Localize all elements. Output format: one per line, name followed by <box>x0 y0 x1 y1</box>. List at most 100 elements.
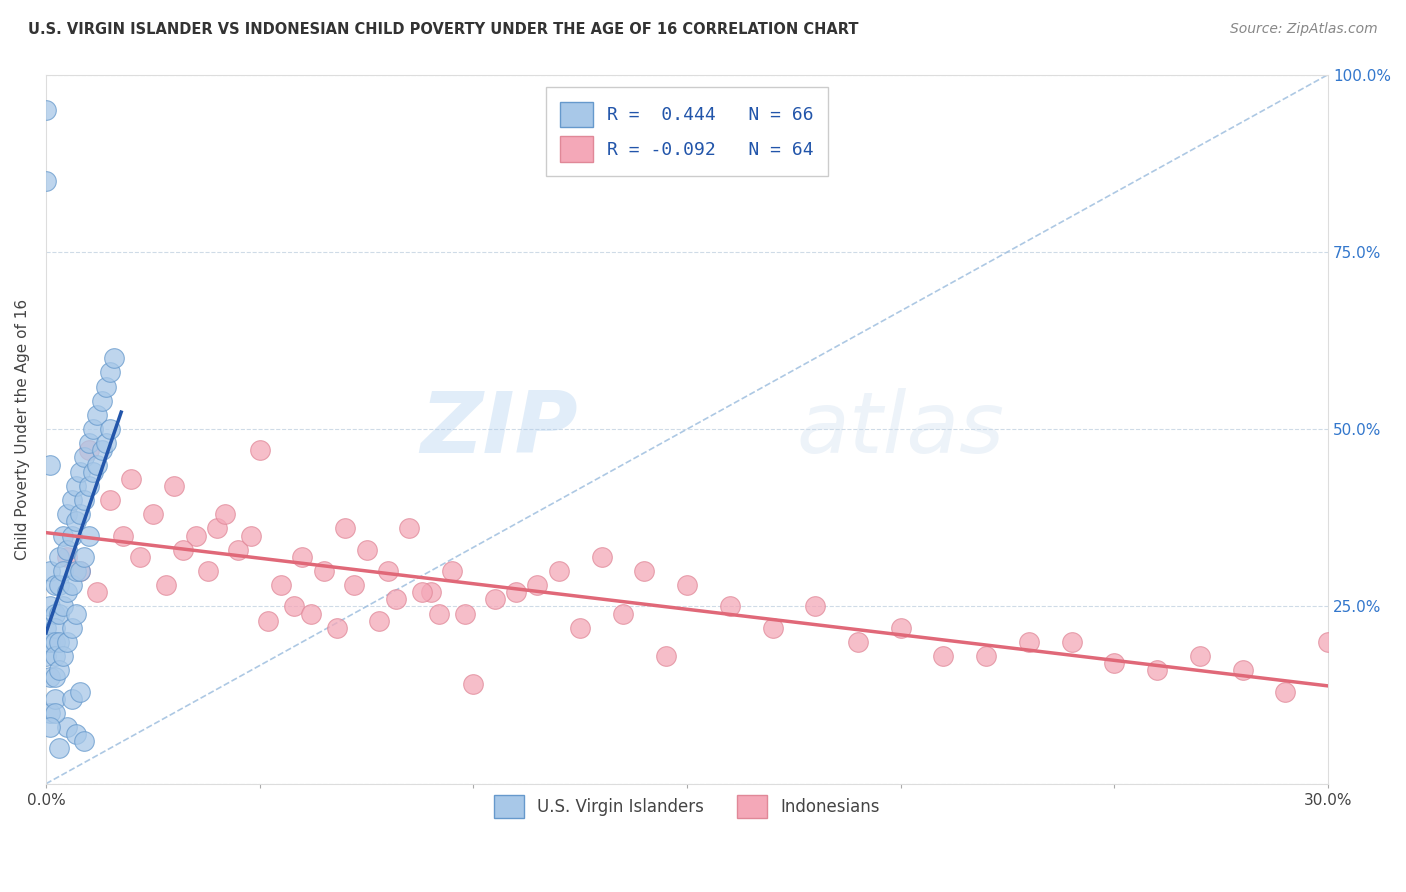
Point <box>612 607 634 621</box>
Point <box>90 443 112 458</box>
Point <box>325 621 347 635</box>
Point <box>427 607 450 621</box>
Point <box>69 684 91 698</box>
Point <box>804 599 827 614</box>
Point <box>111 528 134 542</box>
Point <box>52 564 75 578</box>
Point <box>44 649 66 664</box>
Point <box>385 592 408 607</box>
Point <box>35 621 58 635</box>
Point <box>1274 684 1296 698</box>
Point <box>419 585 441 599</box>
Point <box>39 670 62 684</box>
Point <box>73 734 96 748</box>
Point <box>103 351 125 366</box>
Point <box>526 578 548 592</box>
Text: U.S. VIRGIN ISLANDER VS INDONESIAN CHILD POVERTY UNDER THE AGE OF 16 CORRELATION: U.S. VIRGIN ISLANDER VS INDONESIAN CHILD… <box>28 22 859 37</box>
Point <box>56 542 79 557</box>
Point <box>172 542 194 557</box>
Point <box>69 564 91 578</box>
Point <box>39 720 62 734</box>
Point <box>356 542 378 557</box>
Point <box>35 174 58 188</box>
Point <box>44 670 66 684</box>
Point <box>82 465 104 479</box>
Point <box>1060 635 1083 649</box>
Point <box>226 542 249 557</box>
Point <box>1104 656 1126 670</box>
Point <box>48 549 70 564</box>
Point <box>547 564 569 578</box>
Point <box>39 564 62 578</box>
Point <box>73 493 96 508</box>
Point <box>163 479 186 493</box>
Point <box>312 564 335 578</box>
Point <box>56 635 79 649</box>
Point <box>60 578 83 592</box>
Point <box>44 578 66 592</box>
Point <box>184 528 207 542</box>
Point <box>69 564 91 578</box>
Point <box>1188 649 1211 664</box>
Point <box>463 677 485 691</box>
Point <box>846 635 869 649</box>
Point <box>73 549 96 564</box>
Point <box>142 507 165 521</box>
Point <box>86 585 108 599</box>
Point <box>39 458 62 472</box>
Point <box>60 528 83 542</box>
Point <box>39 599 62 614</box>
Point <box>299 607 322 621</box>
Point <box>249 443 271 458</box>
Point <box>52 599 75 614</box>
Point <box>65 727 87 741</box>
Point <box>48 635 70 649</box>
Point <box>932 649 955 664</box>
Point <box>90 393 112 408</box>
Point <box>69 507 91 521</box>
Point <box>73 450 96 465</box>
Point <box>377 564 399 578</box>
Point <box>890 621 912 635</box>
Point <box>44 621 66 635</box>
Point <box>398 521 420 535</box>
Point <box>60 493 83 508</box>
Point <box>411 585 433 599</box>
Point <box>1018 635 1040 649</box>
Point <box>35 103 58 117</box>
Point <box>44 691 66 706</box>
Point <box>761 621 783 635</box>
Point <box>65 514 87 528</box>
Point <box>77 528 100 542</box>
Point <box>86 458 108 472</box>
Point <box>197 564 219 578</box>
Point <box>39 706 62 720</box>
Point <box>39 635 62 649</box>
Y-axis label: Child Poverty Under the Age of 16: Child Poverty Under the Age of 16 <box>15 299 30 559</box>
Point <box>48 607 70 621</box>
Point <box>44 635 66 649</box>
Point <box>48 741 70 756</box>
Point <box>82 422 104 436</box>
Point <box>56 549 79 564</box>
Point <box>1146 663 1168 677</box>
Point <box>65 564 87 578</box>
Point <box>77 479 100 493</box>
Text: Source: ZipAtlas.com: Source: ZipAtlas.com <box>1230 22 1378 37</box>
Point <box>368 614 391 628</box>
Point <box>60 621 83 635</box>
Point <box>44 706 66 720</box>
Point <box>240 528 263 542</box>
Point <box>257 614 280 628</box>
Point <box>77 443 100 458</box>
Point <box>86 408 108 422</box>
Point <box>270 578 292 592</box>
Point <box>283 599 305 614</box>
Point <box>205 521 228 535</box>
Point <box>98 422 121 436</box>
Point <box>69 465 91 479</box>
Point <box>1232 663 1254 677</box>
Point <box>48 578 70 592</box>
Point <box>52 649 75 664</box>
Point <box>52 528 75 542</box>
